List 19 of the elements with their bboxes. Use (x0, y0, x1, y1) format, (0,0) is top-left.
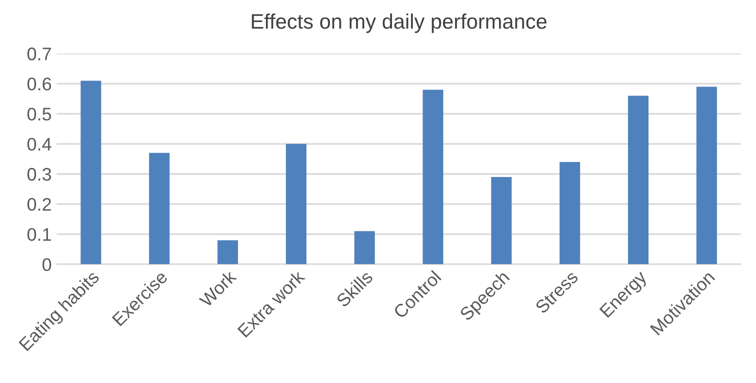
bar (149, 152, 170, 264)
bar (628, 96, 649, 264)
y-tick-label: 0 (42, 258, 52, 271)
bar (354, 231, 375, 264)
y-tick-label: 0.1 (27, 228, 51, 241)
bar (80, 80, 102, 264)
bar (217, 240, 238, 264)
bar (422, 90, 444, 264)
y-tick-label: 0.5 (27, 108, 52, 121)
y-tick-label: 0.6 (27, 78, 52, 90)
y-tick-label: 0.4 (27, 138, 52, 151)
y-tick-label: 0.3 (27, 168, 52, 181)
y-tick-label: 0.2 (27, 198, 51, 211)
bar (491, 177, 512, 264)
chart-title: Effects on my daily performance (252, 14, 546, 33)
bar (286, 144, 306, 264)
bar (560, 162, 580, 264)
y-tick-label: 0.7 (27, 48, 51, 60)
bar (696, 86, 717, 264)
